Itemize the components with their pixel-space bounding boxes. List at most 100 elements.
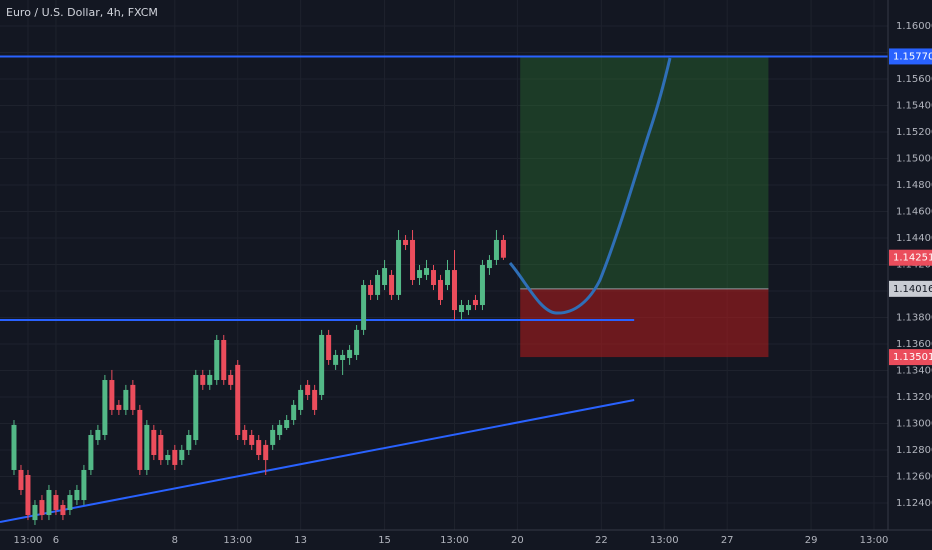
drawings bbox=[0, 55, 888, 524]
candle-body bbox=[263, 444, 269, 461]
profit-zone bbox=[520, 56, 769, 289]
candle-body bbox=[277, 424, 283, 435]
candle-body bbox=[88, 434, 94, 470]
x-tick-label: 22 bbox=[595, 535, 608, 546]
candle-body bbox=[172, 449, 178, 465]
candle-body bbox=[249, 434, 255, 445]
y-tick-label: 1.16000 bbox=[896, 21, 932, 32]
candle-body bbox=[130, 384, 136, 410]
candle-body bbox=[270, 429, 276, 445]
candle-body bbox=[291, 404, 297, 421]
candle-body bbox=[60, 504, 66, 516]
candle-body bbox=[221, 339, 227, 381]
candle-body bbox=[207, 374, 213, 385]
candle-body bbox=[424, 268, 430, 275]
candle-body bbox=[354, 329, 360, 355]
candle-body bbox=[158, 434, 164, 461]
x-tick-label: 15 bbox=[378, 535, 391, 546]
candle-body bbox=[368, 285, 374, 295]
candle-body bbox=[179, 449, 185, 461]
candle-body bbox=[375, 274, 381, 295]
candle-body bbox=[165, 455, 171, 461]
y-tick-label: 1.13000 bbox=[896, 418, 932, 429]
candle-body bbox=[53, 495, 59, 510]
candle-body bbox=[11, 424, 17, 470]
candle-body bbox=[95, 429, 101, 441]
x-tick-label: 13:00 bbox=[650, 535, 679, 546]
x-tick-label: 6 bbox=[53, 535, 59, 546]
candle-body bbox=[465, 305, 471, 311]
y-tick-label: 1.13200 bbox=[896, 392, 932, 403]
y-tick-label: 1.12800 bbox=[896, 445, 932, 456]
candle-body bbox=[312, 389, 318, 410]
trendline bbox=[0, 399, 635, 524]
y-tick-label: 1.15000 bbox=[896, 153, 932, 164]
candle-body bbox=[458, 305, 464, 313]
candle-body bbox=[193, 374, 199, 441]
price-label-box bbox=[889, 249, 932, 266]
x-tick-label: 13 bbox=[294, 535, 307, 546]
x-tick-label: 13:00 bbox=[440, 535, 469, 546]
x-tick-label: 20 bbox=[511, 535, 524, 546]
candle-body bbox=[284, 420, 290, 428]
candle-body bbox=[326, 334, 332, 361]
price-label: 1.13501 bbox=[893, 352, 932, 363]
price-label-box bbox=[889, 349, 932, 366]
x-tick-label: 13:00 bbox=[14, 535, 43, 546]
freehand-curve bbox=[508, 57, 672, 315]
candle-body bbox=[298, 389, 304, 410]
candle-body bbox=[137, 409, 143, 470]
x-tick-label: 13:00 bbox=[223, 535, 252, 546]
candle-body bbox=[200, 374, 206, 385]
candle-body bbox=[444, 270, 450, 286]
candle-body bbox=[109, 380, 115, 410]
candle-body bbox=[151, 429, 157, 456]
candle-body bbox=[493, 239, 499, 260]
y-tick-label: 1.14400 bbox=[896, 233, 932, 244]
candle-body bbox=[102, 380, 108, 435]
candle-body bbox=[39, 500, 45, 516]
candle-body bbox=[451, 270, 457, 311]
x-tick-label: 27 bbox=[721, 535, 734, 546]
y-tick-label: 1.12600 bbox=[896, 471, 932, 482]
candle-body bbox=[46, 489, 52, 516]
y-tick-label: 1.15400 bbox=[896, 100, 932, 111]
candle-body bbox=[431, 270, 437, 286]
y-tick-label: 1.13800 bbox=[896, 312, 932, 323]
price-label: 1.15770 bbox=[893, 51, 932, 62]
y-tick-label: 1.13600 bbox=[896, 339, 932, 350]
price-label-box bbox=[889, 280, 932, 297]
candle-body bbox=[410, 239, 416, 280]
candle-body bbox=[472, 299, 478, 306]
candle-body bbox=[116, 404, 122, 410]
candle-body bbox=[123, 389, 129, 410]
price-label: 1.14016 bbox=[893, 284, 932, 295]
candle-body bbox=[67, 495, 73, 510]
candle-body bbox=[256, 440, 262, 456]
chart-title: Euro / U.S. Dollar, 4h, FXCM bbox=[6, 6, 158, 19]
y-tick-label: 1.14800 bbox=[896, 180, 932, 191]
candle-body bbox=[305, 384, 311, 395]
candles bbox=[11, 230, 506, 525]
y-tick-label: 1.14600 bbox=[896, 206, 932, 217]
candle-body bbox=[486, 259, 492, 269]
candle-body bbox=[144, 424, 150, 470]
price-label: 1.14251 bbox=[893, 253, 932, 264]
candle-body bbox=[319, 334, 325, 395]
axes: 1.160001.158001.156001.154001.152001.150… bbox=[14, 21, 932, 546]
candle-body bbox=[361, 285, 367, 330]
candle-body bbox=[81, 469, 87, 501]
candle-body bbox=[500, 239, 506, 258]
loss-zone bbox=[520, 288, 769, 358]
y-tick-label: 1.12400 bbox=[896, 498, 932, 509]
candle-body bbox=[333, 354, 339, 365]
candle-body bbox=[186, 434, 192, 450]
y-tick-label: 1.15200 bbox=[896, 127, 932, 138]
candle-body bbox=[389, 274, 395, 295]
candle-body bbox=[479, 265, 485, 306]
y-tick-label: 1.15600 bbox=[896, 74, 932, 85]
candle-body bbox=[214, 339, 220, 381]
price-label-box bbox=[889, 48, 932, 65]
